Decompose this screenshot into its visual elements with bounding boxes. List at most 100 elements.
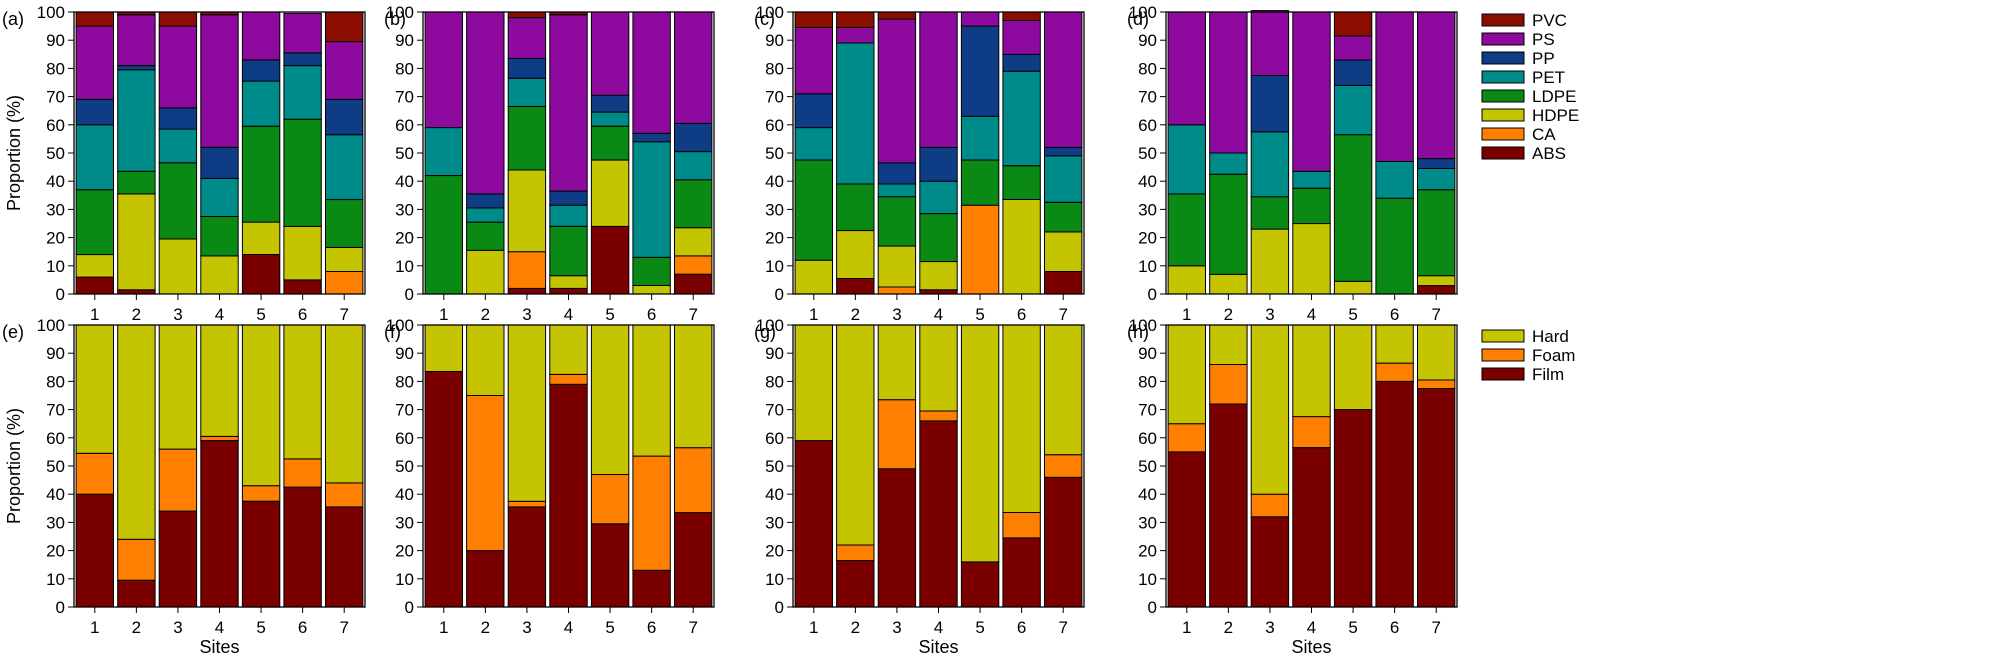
bar-segment-hdpe [877,245,917,288]
x-tick-label: 5 [605,618,614,637]
bar-segment-ldpe [1209,173,1248,275]
bar-segment-ldpe [117,170,156,195]
bar-segment-ps [241,11,281,61]
x-tick-label: 4 [564,305,573,324]
bar-segment-hdpe [1044,231,1083,272]
bar-segment-foam [877,399,917,470]
bar-segment-hard [466,324,505,396]
y-tick-label: 100 [37,316,65,335]
bar-segment-abs [75,276,114,295]
bar-segment-hard [549,324,588,375]
bar-segment-foam [75,452,114,495]
x-tick-label: 2 [132,618,141,637]
bar-segment-film [1417,387,1456,608]
bar-segment-pet [549,204,588,227]
y-tick-label: 10 [765,570,784,589]
bar-segment-hdpe [590,159,630,227]
bar-segment-pet [325,134,364,201]
y-tick-label: 100 [1129,316,1157,335]
bar-segment-foam [1044,454,1083,478]
bar-segment-hard [1292,324,1331,418]
y-tick-label: 50 [46,457,65,476]
x-axis-label: Sites [1291,637,1331,657]
bar-segment-ca [960,204,1000,295]
bar-segment-pvc [1333,11,1373,37]
y-tick-label: 80 [1138,372,1157,391]
y-tick-label: 70 [765,401,784,420]
bar-segment-hdpe [158,238,198,295]
legend-label: Foam [1532,346,1575,365]
legend-label: PET [1532,68,1565,87]
bar-segment-film [590,523,630,608]
bar-segment-film [75,493,114,608]
bar-segment-pp [1333,59,1373,86]
y-tick-label: 80 [395,372,414,391]
bar-segment-ps [1333,35,1373,61]
y-tick-label: 70 [1138,401,1157,420]
legend-swatch-ca [1481,127,1525,141]
bar-segment-foam [1375,362,1414,382]
bar-segment-hdpe [1209,273,1248,295]
x-tick-label: 6 [298,618,307,637]
bar-segment-ps [1044,11,1083,148]
y-tick-label: 60 [46,116,65,135]
x-tick-label: 6 [647,305,656,324]
bar-segment-film [1209,403,1248,608]
bar-segment-foam [117,538,156,581]
bar-segment-pp [1044,146,1083,157]
y-axis-label: Proportion (%) [4,95,24,211]
bar-segment-pp [200,146,239,179]
panel-label: (a) [2,9,24,29]
y-tick-label: 70 [765,88,784,107]
bar-segment-hdpe [836,230,875,280]
x-tick-label: 5 [256,618,265,637]
bar-segment-foam [507,500,547,508]
x-tick-label: 2 [851,305,860,324]
legend-label: HDPE [1532,106,1579,125]
bar-segment-ps [466,11,505,195]
bar-segment-hard [200,324,239,437]
y-tick-label: 40 [46,485,65,504]
bar-segment-hard [632,324,671,457]
bar-segment-pp [590,94,630,113]
bar-segment-pp [75,98,114,126]
y-tick-label: 90 [1138,31,1157,50]
y-tick-label: 90 [395,31,414,50]
bar-segment-ldpe [919,213,958,263]
bar-segment-abs [283,279,322,295]
x-tick-label: 2 [481,618,490,637]
bar-segment-pp [241,59,281,82]
panel-label: (e) [2,322,24,342]
x-tick-label: 3 [892,305,901,324]
x-tick-label: 7 [339,305,348,324]
y-tick-label: 70 [46,401,65,420]
bar-segment-film [200,440,239,608]
bar-segment-abs [507,287,547,295]
panel-label: (c) [754,9,775,29]
y-tick-label: 10 [395,257,414,276]
bar-segment-hard [1375,324,1414,364]
y-tick-label: 50 [1138,457,1157,476]
y-tick-label: 30 [46,200,65,219]
bar-segment-ldpe [1167,193,1206,267]
bar-segment-pvc [836,11,875,28]
bar-segment-film [674,512,713,608]
bar-segment-film [1250,516,1290,608]
bar-segment-hdpe [1002,199,1041,295]
bar-segment-ca [507,251,547,289]
legend-label: Hard [1532,327,1569,346]
legend-label: LDPE [1532,87,1576,106]
legend-swatch-abs [1481,146,1525,160]
bar-segment-pet [674,151,713,181]
bar-segment-ps [1375,11,1414,162]
bar-segment-ps [836,27,875,44]
y-axis-label: Proportion (%) [4,408,24,524]
legend-swatch-ps [1481,32,1525,46]
y-tick-label: 30 [395,513,414,532]
bar-segment-hard [1044,324,1083,456]
bar-segment-foam [836,544,875,561]
x-tick-label: 7 [688,618,697,637]
bar-segment-pvc [507,11,547,19]
bar-segment-ps [674,11,713,124]
